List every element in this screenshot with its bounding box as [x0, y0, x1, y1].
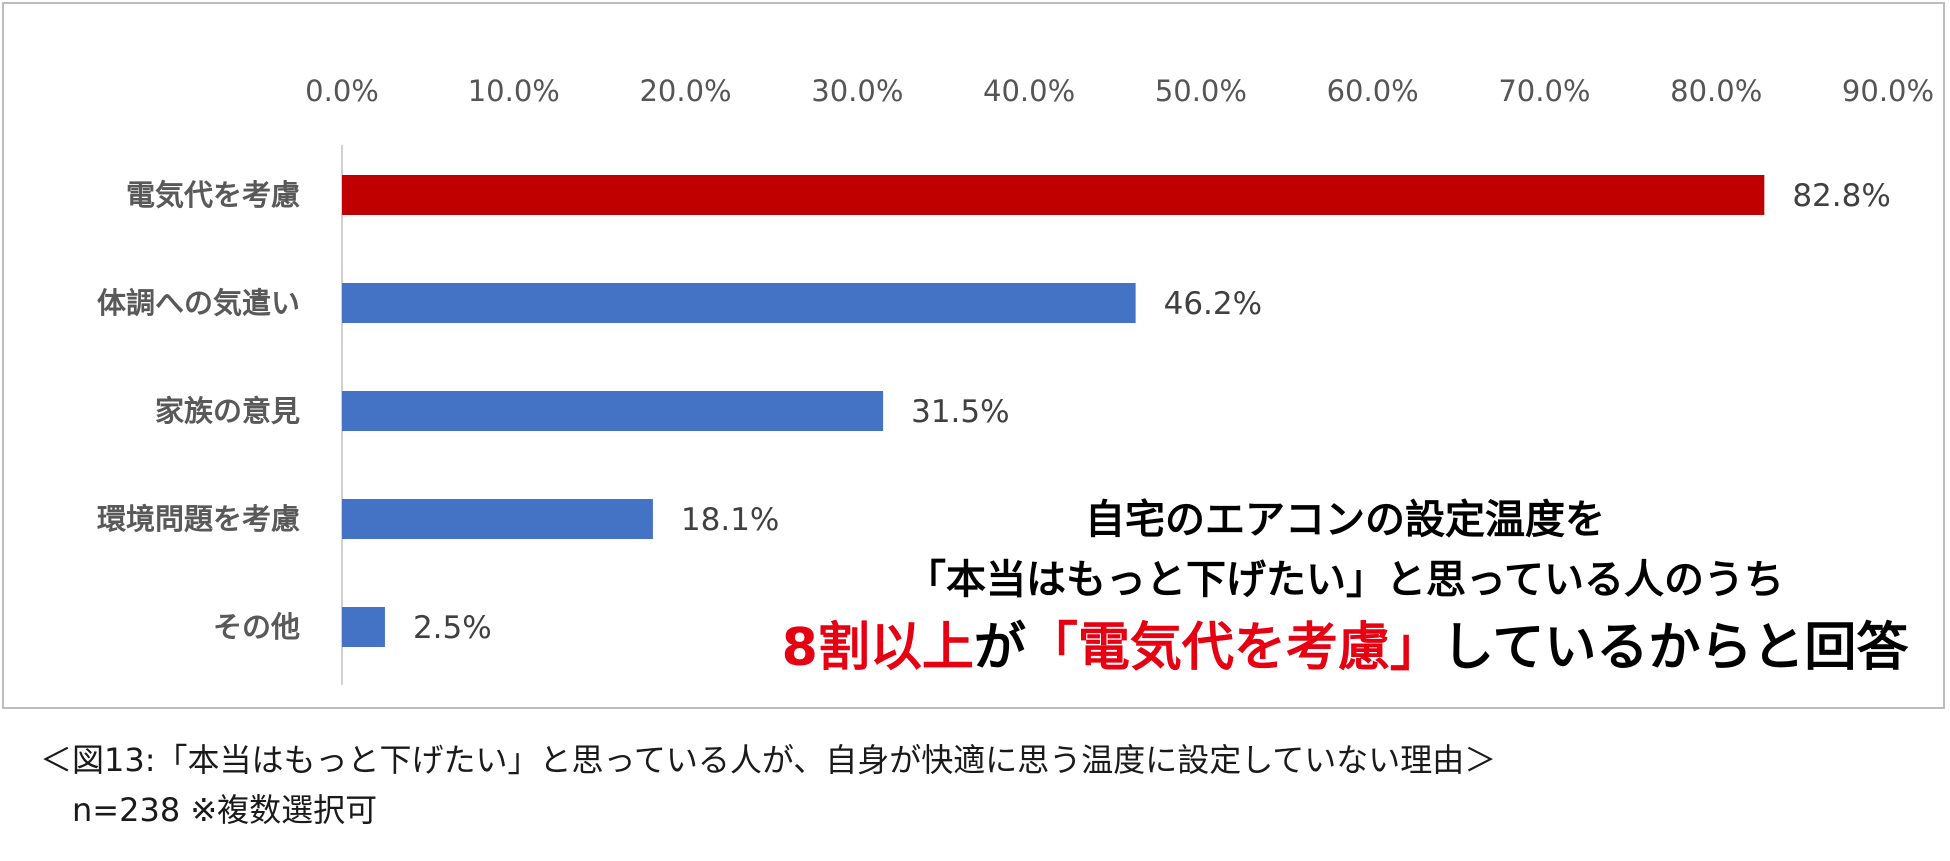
x-tick-label: 70.0% [1498, 74, 1590, 108]
data-label: 2.5% [413, 610, 492, 646]
annotation-line-3: 8割以上が「電気代を考慮」しているからと回答 [760, 605, 1930, 680]
annotation-highlight-reason: 「電気代を考慮」 [1025, 618, 1442, 678]
x-tick-label: 50.0% [1155, 74, 1247, 108]
category-label: 家族の意見 [155, 394, 300, 428]
x-tick-label: 60.0% [1327, 74, 1419, 108]
figure-caption: ＜図13:「本当はもっと下げたい」と思っている人が、自身が快適に思う温度に設定し… [40, 741, 1497, 779]
data-label: 18.1% [681, 502, 779, 538]
chart-frame [2, 2, 1945, 709]
category-label: 環境問題を考慮 [97, 502, 300, 536]
sample-note: n=238 ※複数選択可 [72, 791, 378, 829]
data-label: 46.2% [1164, 286, 1262, 322]
annotation-connector: が [973, 618, 1026, 678]
data-label: 31.5% [911, 394, 1009, 430]
annotation-highlight-ratio: 8割以上 [781, 618, 974, 678]
bar-chart: 0.0% 10.0% 20.0% 30.0% 40.0% 50.0% 60.0% 70.0% 8… [97, 74, 1934, 685]
category-label: 電気代を考慮 [126, 178, 300, 212]
x-tick-label: 0.0% [305, 74, 379, 108]
x-tick-label: 30.0% [811, 74, 903, 108]
x-tick-label: 20.0% [639, 74, 731, 108]
x-tick-label: 90.0% [1842, 74, 1934, 108]
bar [342, 391, 884, 431]
bar [342, 283, 1136, 323]
data-label: 82.8% [1792, 178, 1890, 214]
bar [342, 499, 653, 539]
bar [342, 175, 1765, 215]
annotation-line-1: 自宅のエアコンの設定温度を [1085, 497, 1605, 543]
x-tick-label: 80.0% [1670, 74, 1762, 108]
bar [342, 607, 385, 647]
x-tick-label: 10.0% [468, 74, 560, 108]
annotation-line-2: 「本当はもっと下げたい」と思っている人のうち [906, 557, 1784, 603]
x-tick-label: 40.0% [983, 74, 1075, 108]
category-label: その他 [213, 610, 300, 644]
annotation-ending: しているからと回答 [1441, 618, 1909, 678]
category-label: 体調への気遣い [97, 286, 300, 320]
